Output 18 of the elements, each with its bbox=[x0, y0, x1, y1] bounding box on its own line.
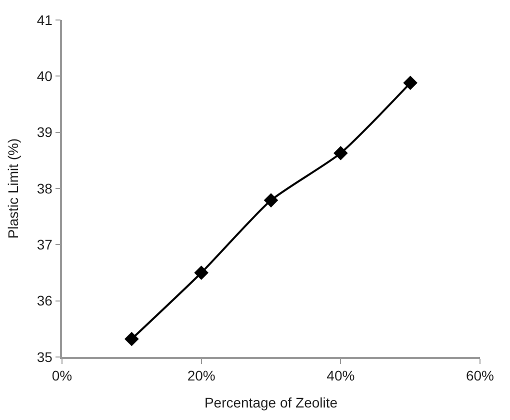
x-tick-label: 40% bbox=[326, 368, 355, 384]
x-tick-label: 20% bbox=[187, 368, 216, 384]
x-tick-label: 0% bbox=[52, 368, 72, 384]
y-tick-label: 41 bbox=[36, 12, 53, 28]
point bbox=[124, 332, 139, 346]
x-axis-title: Percentage of Zeolite bbox=[204, 394, 338, 410]
x-tick-label: 60% bbox=[466, 368, 494, 384]
point bbox=[264, 193, 278, 208]
point bbox=[334, 146, 348, 160]
y-tick-label: 38 bbox=[36, 180, 53, 196]
y-tick-label: 40 bbox=[36, 68, 53, 84]
y-tick-label: 36 bbox=[36, 292, 53, 309]
y-tick-label: 35 bbox=[36, 348, 53, 365]
y-axis-title: Plastic Limit (%) bbox=[4, 138, 21, 239]
y-tick-label: 37 bbox=[36, 236, 53, 253]
point bbox=[194, 266, 208, 280]
y-tick-label: 39 bbox=[36, 124, 53, 140]
point bbox=[403, 76, 418, 90]
